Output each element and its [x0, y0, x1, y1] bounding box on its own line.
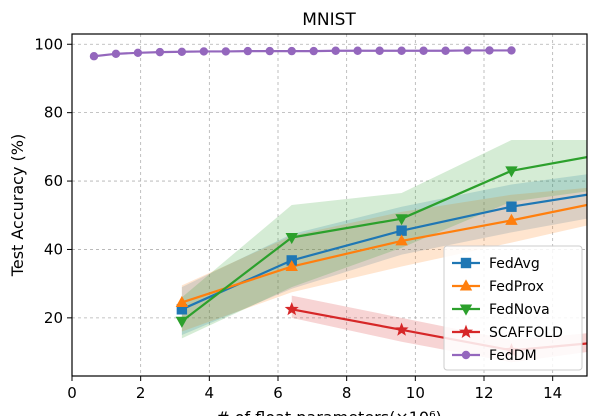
fedprox-point	[505, 213, 518, 225]
x-tick-label: 12	[474, 384, 493, 402]
legend-box	[443, 245, 583, 371]
fednova-legend-marker	[459, 304, 473, 316]
fednova-point	[505, 166, 518, 178]
x-axis-label: # of float parameters(×10⁶)	[216, 408, 442, 416]
fedprox-point	[285, 259, 298, 272]
grid	[71, 34, 587, 376]
feddm-point	[221, 47, 231, 56]
feddm-point	[331, 46, 340, 55]
fedprox-legend-label: FedProx	[489, 279, 544, 295]
feddm-legend-marker	[461, 350, 471, 360]
fednova-point	[175, 316, 189, 328]
y-tick-label: 100	[34, 35, 63, 53]
y-tick-label: 20	[44, 309, 63, 327]
series-markers	[89, 46, 519, 357]
x-tick-label: 14	[543, 384, 562, 402]
feddm-legend-label: FedDM	[489, 348, 537, 364]
y-tick-label: 40	[44, 240, 63, 258]
y-axis-label: Test Accuracy (%)	[8, 134, 27, 277]
feddm-point	[155, 47, 165, 57]
feddm-point	[177, 47, 187, 56]
feddm-point	[419, 46, 428, 55]
fedprox-legend-marker	[459, 279, 473, 291]
feddm-point	[441, 46, 450, 55]
fednova-band	[181, 140, 587, 339]
feddm-point	[111, 49, 121, 59]
fednova-point	[285, 233, 298, 245]
feddm-point	[353, 46, 362, 55]
x-tick-label: 4	[205, 384, 215, 402]
feddm-point	[133, 48, 143, 58]
feddm-point	[485, 46, 494, 55]
x-tick-label: 10	[406, 384, 425, 402]
fedprox-band	[181, 187, 587, 332]
x-tick-label: 6	[273, 384, 283, 402]
y-tick-label: 80	[44, 104, 63, 122]
fednova-point	[395, 214, 408, 226]
fedavg-legend-marker	[460, 257, 472, 269]
feddm-point	[309, 46, 318, 56]
fedavg-legend-label: FedAvg	[489, 256, 540, 272]
chart-title: MNIST	[302, 10, 356, 30]
scaffold-point	[284, 301, 299, 316]
fedavg-band	[181, 174, 587, 335]
feddm-point	[89, 52, 99, 61]
feddm-point	[199, 47, 209, 56]
fedprox-point	[395, 234, 408, 246]
plot-frame	[71, 33, 588, 377]
y-tick-label: 60	[44, 172, 63, 190]
x-tick-label: 2	[136, 384, 146, 402]
scaffold-point	[394, 322, 409, 336]
fednova-legend-label: FedNova	[489, 302, 550, 318]
feddm-point	[397, 46, 406, 55]
feddm-point	[243, 46, 252, 56]
x-tick-label: 0	[67, 384, 77, 402]
axis-ticks: 0 2 4 6 8 10 12 14 20 40 60 80 100	[34, 35, 562, 402]
fedavg-point	[396, 225, 407, 236]
scaffold-legend-marker	[458, 324, 474, 338]
scaffold-legend-label: SCAFFOLD	[489, 325, 563, 341]
fedprox-point	[175, 295, 189, 307]
legend: FedAvg FedProx FedNova SCAFFOLD FedDM	[443, 245, 583, 371]
feddm-point	[375, 46, 384, 55]
feddm-point	[287, 46, 296, 56]
fedavg-point	[506, 201, 517, 212]
feddm-point	[463, 46, 472, 55]
feddm-point	[265, 46, 274, 56]
x-tick-label: 8	[342, 384, 352, 402]
feddm-point	[507, 46, 516, 55]
